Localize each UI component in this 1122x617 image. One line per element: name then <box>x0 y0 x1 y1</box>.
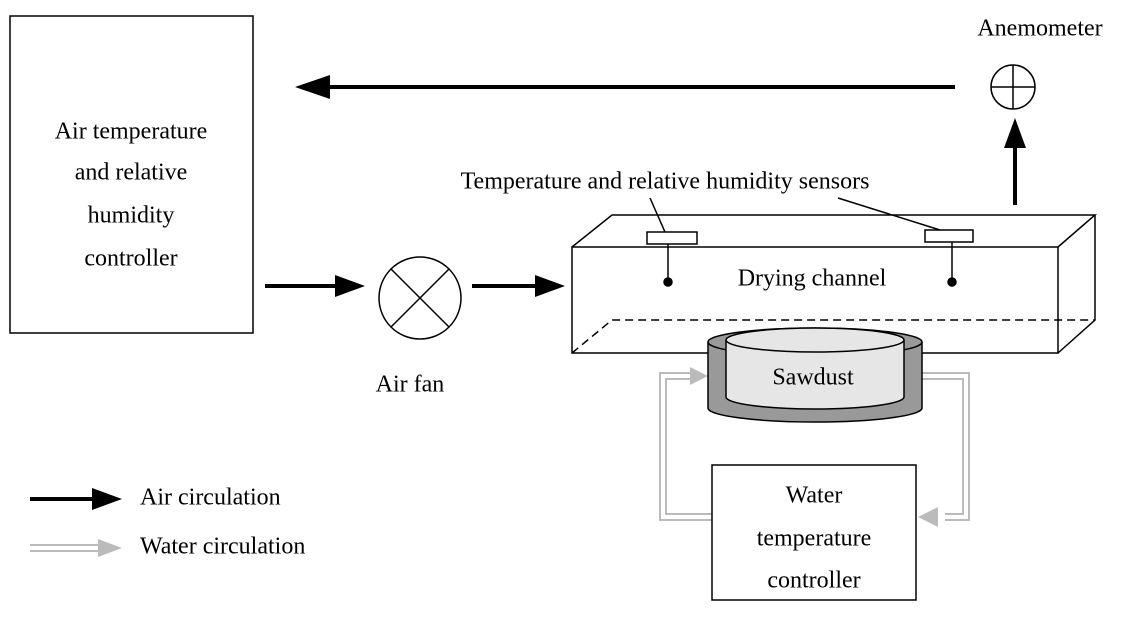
legend-swatch <box>92 488 122 510</box>
label: controller <box>84 246 177 272</box>
container <box>707 327 923 423</box>
shapes <box>9 15 1098 354</box>
label: Sawdust <box>772 365 854 391</box>
legend-label: Water circulation <box>140 534 305 560</box>
fan-icon <box>378 256 462 340</box>
label: Air fan <box>376 372 445 398</box>
arrowhead <box>918 507 938 527</box>
controller-box <box>9 15 254 334</box>
label: controller <box>767 568 860 594</box>
water-pipes <box>659 372 970 521</box>
label: temperature <box>757 526 872 552</box>
water-controller-box <box>711 464 917 601</box>
label: Water <box>786 483 843 509</box>
label: Anemometer <box>977 16 1102 42</box>
legend-label: Air circulation <box>140 485 281 511</box>
label: Air temperature <box>55 119 208 145</box>
label: Drying channel <box>738 266 887 292</box>
label: humidity <box>88 203 175 229</box>
label: Temperature and relative humidity sensor… <box>461 169 870 195</box>
arrowhead <box>690 367 708 385</box>
label: and relative <box>75 160 188 186</box>
legend-swatch <box>98 539 122 557</box>
arrowhead <box>295 75 330 99</box>
